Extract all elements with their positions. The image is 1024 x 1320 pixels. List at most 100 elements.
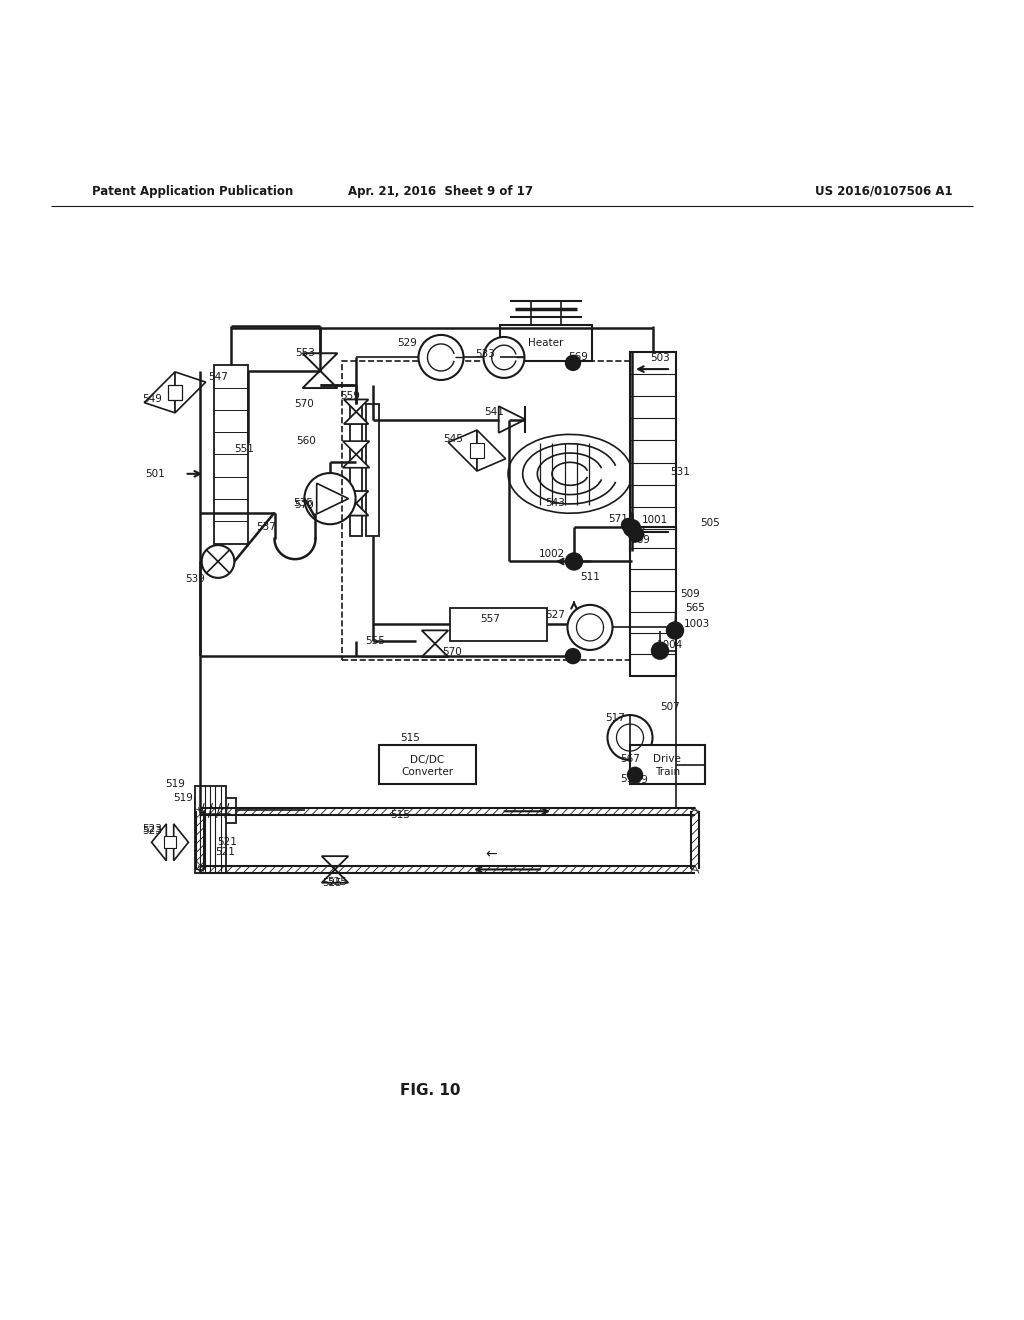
Text: 555: 555 <box>366 636 385 647</box>
Text: 519: 519 <box>165 779 185 789</box>
Bar <box>214 366 248 544</box>
Text: Patent Application Publication: Patent Application Publication <box>92 185 294 198</box>
Text: 527: 527 <box>545 610 565 620</box>
Polygon shape <box>343 454 370 467</box>
Text: 515: 515 <box>390 810 410 820</box>
Text: 523: 523 <box>142 824 162 834</box>
Text: 547: 547 <box>208 372 228 381</box>
Circle shape <box>666 622 684 640</box>
Circle shape <box>304 473 355 524</box>
Text: 569: 569 <box>628 775 648 785</box>
Text: 1002: 1002 <box>539 549 565 558</box>
Bar <box>350 404 362 536</box>
Text: ←: ← <box>485 847 498 861</box>
Text: 551: 551 <box>234 444 254 454</box>
Text: 507: 507 <box>660 701 680 711</box>
Text: FIG. 10: FIG. 10 <box>399 1082 461 1098</box>
Text: 521: 521 <box>217 837 237 847</box>
Text: 525: 525 <box>327 876 347 887</box>
Text: 503: 503 <box>650 354 670 363</box>
Text: 525: 525 <box>323 878 342 888</box>
Bar <box>630 746 705 784</box>
Text: 1004: 1004 <box>656 640 683 651</box>
Text: 569: 569 <box>630 535 650 545</box>
Text: 543: 543 <box>545 498 565 508</box>
Text: US 2016/0107506 A1: US 2016/0107506 A1 <box>815 185 952 198</box>
Text: 517: 517 <box>605 713 625 723</box>
Polygon shape <box>343 441 370 454</box>
Polygon shape <box>175 372 206 413</box>
Polygon shape <box>322 870 348 883</box>
Circle shape <box>628 527 644 543</box>
Text: 571: 571 <box>608 513 628 524</box>
Polygon shape <box>344 503 369 516</box>
Bar <box>164 836 176 849</box>
Polygon shape <box>344 412 369 424</box>
Text: Train: Train <box>654 767 680 777</box>
Text: 567: 567 <box>621 754 640 764</box>
Text: DC/DC: DC/DC <box>411 755 444 764</box>
Text: 531: 531 <box>670 467 690 478</box>
Bar <box>367 404 379 536</box>
Text: 501: 501 <box>145 469 165 479</box>
Text: Drive: Drive <box>653 754 681 763</box>
Circle shape <box>565 648 582 664</box>
Text: 570: 570 <box>442 647 462 657</box>
Text: Converter: Converter <box>401 767 454 777</box>
Circle shape <box>623 519 641 537</box>
Text: 560: 560 <box>296 436 315 446</box>
Polygon shape <box>449 430 477 471</box>
Polygon shape <box>144 372 175 413</box>
Polygon shape <box>303 354 338 371</box>
Polygon shape <box>152 824 166 861</box>
Bar <box>195 799 236 822</box>
Text: 1001: 1001 <box>642 515 668 525</box>
Circle shape <box>419 335 464 380</box>
Circle shape <box>621 517 635 532</box>
Text: 511: 511 <box>580 572 600 582</box>
Polygon shape <box>303 371 338 388</box>
Bar <box>500 326 592 362</box>
Text: 523: 523 <box>142 826 162 836</box>
Circle shape <box>565 355 582 371</box>
Circle shape <box>567 605 612 649</box>
Polygon shape <box>499 407 525 433</box>
Text: 557: 557 <box>480 614 500 624</box>
Polygon shape <box>477 430 506 471</box>
Polygon shape <box>316 483 348 513</box>
Bar <box>195 787 225 874</box>
Circle shape <box>651 642 670 660</box>
Bar <box>630 527 676 676</box>
Polygon shape <box>344 400 369 412</box>
Text: 533: 533 <box>475 348 495 359</box>
Text: 537: 537 <box>256 523 275 532</box>
Text: 509: 509 <box>680 589 699 599</box>
Bar <box>342 362 637 660</box>
Circle shape <box>483 337 524 378</box>
Text: 535: 535 <box>293 498 313 507</box>
Polygon shape <box>422 631 449 644</box>
Text: 553: 553 <box>295 347 315 358</box>
Bar <box>450 607 547 640</box>
Polygon shape <box>322 857 348 870</box>
Bar <box>470 444 484 458</box>
Circle shape <box>565 552 584 570</box>
Bar <box>168 385 182 400</box>
Text: 519: 519 <box>173 793 193 803</box>
Circle shape <box>202 545 234 578</box>
Text: Heater: Heater <box>528 338 564 348</box>
Text: 545: 545 <box>443 434 463 444</box>
Bar <box>379 746 476 784</box>
Text: 505: 505 <box>700 519 720 528</box>
Text: 1003: 1003 <box>684 619 710 628</box>
Text: 515: 515 <box>400 733 420 743</box>
Text: 559: 559 <box>340 391 360 401</box>
Circle shape <box>607 715 652 760</box>
Text: 570: 570 <box>294 399 314 409</box>
Polygon shape <box>174 824 188 861</box>
Polygon shape <box>422 644 449 657</box>
Bar <box>630 351 676 552</box>
Circle shape <box>627 767 643 783</box>
Text: 539: 539 <box>185 574 205 583</box>
Text: 549: 549 <box>142 393 162 404</box>
